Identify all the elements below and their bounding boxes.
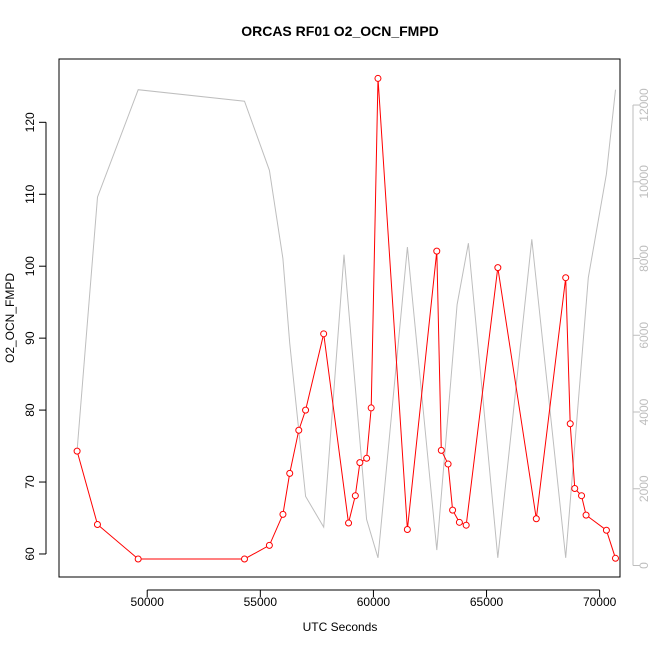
data-point <box>363 454 371 462</box>
x-axis: 50000 55000 60000 65000 70000 <box>131 589 617 609</box>
data-point <box>562 274 570 282</box>
y-tick-label: 60 <box>23 547 37 561</box>
y-tick-label: 90 <box>23 331 37 345</box>
x-tick-label: 50000 <box>131 595 165 609</box>
y-tick-label: 70 <box>23 475 37 489</box>
data-point <box>571 485 579 493</box>
y2-tick-label: 8000 <box>637 245 650 272</box>
data-point <box>433 247 441 255</box>
data-point <box>73 447 81 455</box>
data-point <box>578 492 586 500</box>
x-tick-label: 60000 <box>357 595 391 609</box>
series-line-left <box>76 78 616 560</box>
data-point <box>494 264 502 272</box>
y-tick-label: 120 <box>23 112 37 132</box>
y2-tick-label: 0 <box>637 562 650 569</box>
data-point <box>134 555 142 563</box>
data-point <box>462 521 470 529</box>
data-point <box>367 404 375 412</box>
x-tick-label: 55000 <box>244 595 278 609</box>
data-point <box>449 506 457 514</box>
y2-tick-label: 12000 <box>637 88 650 122</box>
y-axis-left: 60 70 80 90 100 110 120 <box>23 112 47 561</box>
series-layer <box>73 74 619 563</box>
x-axis-label: UTC Seconds <box>303 620 378 634</box>
y-axis-label: O2_OCN_FMPD <box>3 273 17 363</box>
data-point <box>286 469 294 477</box>
chart-title: ORCAS RF01 O2_OCN_FMPD <box>241 23 439 39</box>
data-point <box>582 511 590 519</box>
data-point <box>351 492 359 500</box>
data-point <box>356 459 364 467</box>
x-tick-label: 70000 <box>583 595 617 609</box>
x-tick-label: 65000 <box>470 595 504 609</box>
data-point <box>295 426 303 434</box>
data-point <box>240 555 248 563</box>
data-point <box>444 460 452 468</box>
plot-box <box>58 58 621 578</box>
data-point <box>403 526 411 534</box>
y-tick-label: 100 <box>23 256 37 276</box>
data-point <box>279 510 287 518</box>
data-point <box>265 541 273 549</box>
y2-tick-label: 4000 <box>637 398 650 425</box>
y2-tick-label: 6000 <box>637 322 650 349</box>
y-tick-label: 110 <box>23 184 37 203</box>
y-axis-right: 0 2000 4000 6000 8000 10000 12000 <box>632 88 650 569</box>
data-point <box>611 554 619 562</box>
data-point <box>566 420 574 428</box>
data-point <box>374 74 382 82</box>
data-point <box>345 519 353 527</box>
data-point <box>320 330 328 338</box>
series-line-right <box>76 89 616 558</box>
y-tick-label: 80 <box>23 403 37 417</box>
data-point <box>532 515 540 523</box>
data-point <box>302 406 310 414</box>
data-point <box>93 520 101 528</box>
y2-tick-label: 2000 <box>637 475 650 502</box>
y2-tick-label: 10000 <box>637 165 650 199</box>
data-point <box>602 526 610 534</box>
data-point <box>437 446 445 454</box>
data-point <box>455 518 463 526</box>
